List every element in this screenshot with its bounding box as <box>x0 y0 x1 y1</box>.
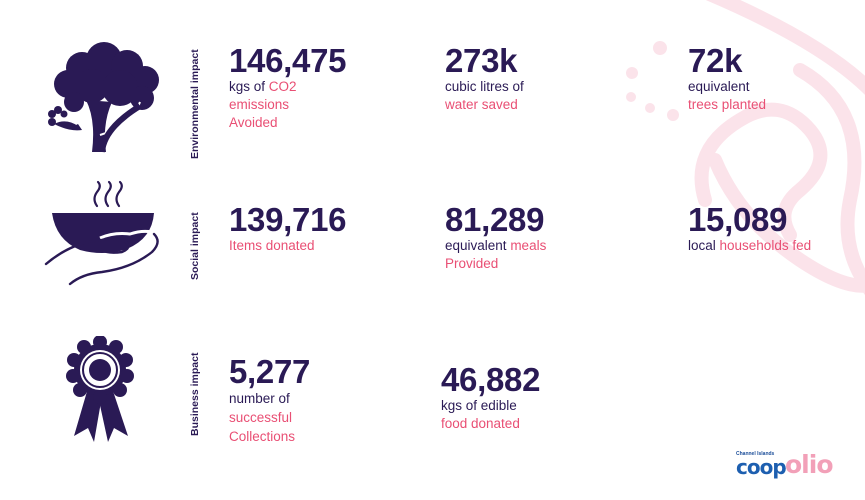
stat-line: Collections <box>229 429 296 444</box>
stat-value: 81,289 <box>445 201 545 238</box>
stat-line: kgs of CO2 <box>229 79 297 94</box>
stat-collections: 5,277 number of successful Collections <box>229 355 310 446</box>
stat-value: 146,475 <box>229 42 347 79</box>
row-label-environmental: Environmental impact <box>189 49 201 159</box>
coop-logo-subtitle: Channel Islands <box>736 451 775 457</box>
stat-items-donated: 139,716 Items donated <box>229 203 346 255</box>
stat-line: water saved <box>445 97 518 112</box>
stat-line: number of <box>229 391 290 406</box>
stat-line: equivalent <box>688 79 750 94</box>
stat-line: emissions <box>229 97 290 112</box>
stat-line: Provided <box>445 256 499 271</box>
stat-value: 139,716 <box>229 201 347 238</box>
stat-line: food donated <box>441 416 520 431</box>
stat-line: Avoided <box>229 115 278 130</box>
stat-value: 46,882 <box>441 361 541 398</box>
stat-value: 15,089 <box>688 201 788 238</box>
row-label-social: Social impact <box>189 212 201 280</box>
stat-households-fed: 15,089 local households fed <box>688 203 811 255</box>
stat-line: equivalent meals <box>445 238 547 253</box>
stat-value: 273k <box>445 42 518 79</box>
stat-value: 5,277 <box>229 353 311 390</box>
stat-line: Items donated <box>229 238 315 253</box>
row-label-business: Business impact <box>189 352 201 436</box>
tree-icon <box>42 40 162 160</box>
stat-food-donated: 46,882 kgs of edible food donated <box>441 363 540 433</box>
olio-logo: olio <box>785 450 833 479</box>
stat-line: successful <box>229 410 293 425</box>
coop-logo: coop <box>736 455 787 479</box>
stat-trees-planted: 72k equivalent trees planted <box>688 44 766 114</box>
stat-line: kgs of edible <box>441 398 517 413</box>
food-bowl-hand-icon <box>42 180 162 290</box>
stat-meals-provided: 81,289 equivalent meals Provided <box>445 203 546 273</box>
stat-line: trees planted <box>688 97 767 112</box>
stat-line: local households fed <box>688 238 812 253</box>
stat-value: 72k <box>688 42 743 79</box>
award-rosette-icon <box>58 336 148 448</box>
stat-co2-avoided: 146,475 kgs of CO2 emissions Avoided <box>229 44 346 132</box>
stat-line: cubic litres of <box>445 79 524 94</box>
stat-water-saved: 273k cubic litres of water saved <box>445 44 524 114</box>
